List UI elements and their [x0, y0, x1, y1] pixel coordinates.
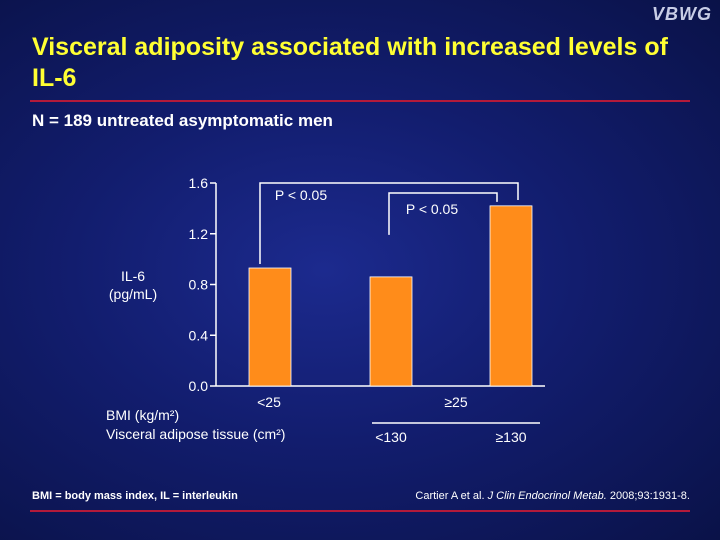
y-tick-label: 1.2	[189, 226, 209, 242]
citation-details: 2008;93:1931-8.	[609, 490, 690, 502]
footer-divider	[30, 510, 690, 512]
bmi-group-label: <25	[257, 394, 281, 410]
citation: Cartier A et al. J Clin Endocrinol Metab…	[415, 490, 690, 502]
significance-label: P < 0.05	[406, 201, 459, 217]
slide-subtitle: N = 189 untreated asymptomatic men	[32, 111, 333, 130]
significance-bracket	[259, 182, 519, 265]
bmi-group-label: ≥25	[444, 394, 467, 410]
significance-label: P < 0.05	[275, 187, 328, 203]
y-tick-label: 1.6	[189, 175, 209, 191]
footnote: BMI = body mass index, IL = interleukin	[32, 490, 238, 502]
vat-group-label: ≥130	[495, 429, 526, 445]
y-axis-label-line2: (pg/mL)	[109, 286, 157, 302]
slide-title: Visceral adiposity associated with incre…	[32, 33, 668, 92]
bar	[248, 267, 292, 387]
citation-authors: Cartier A et al.	[415, 490, 485, 502]
bar	[369, 276, 413, 387]
y-tick-label: 0.4	[189, 327, 209, 343]
significance-bracket	[388, 192, 498, 235]
citation-journal: J Clin Endocrinol Metab.	[487, 490, 607, 502]
bar	[489, 205, 533, 387]
bmi-row-label: BMI (kg/m²)	[106, 407, 179, 423]
y-tick-label: 0.8	[189, 277, 209, 293]
y-axis-label-line1: IL-6	[121, 268, 145, 284]
vat-row-label: Visceral adipose tissue (cm²)	[106, 426, 285, 442]
vbwg-logo: VBWG	[652, 4, 712, 24]
y-tick-label: 0.0	[189, 378, 209, 394]
vat-group-label: <130	[375, 429, 407, 445]
title-divider	[30, 100, 690, 102]
